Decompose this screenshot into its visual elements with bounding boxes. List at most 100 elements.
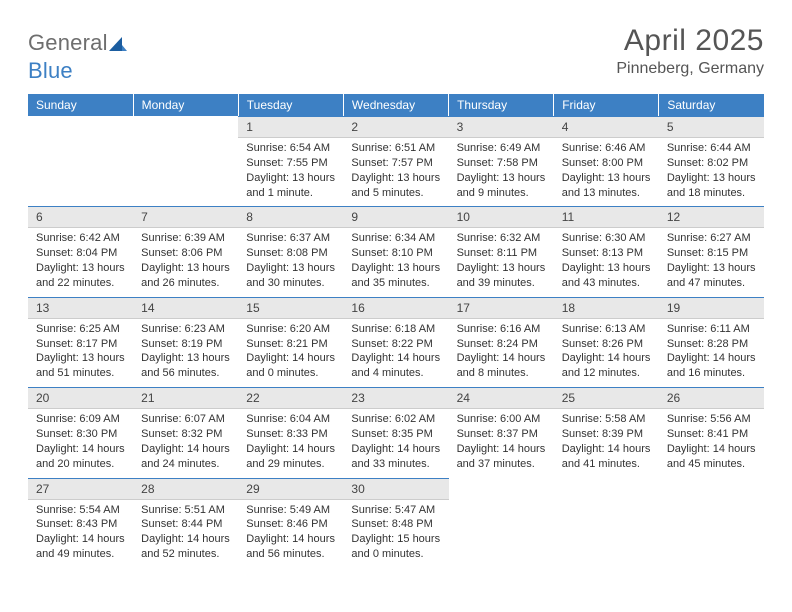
day-number: 2	[343, 116, 448, 138]
day-number: 14	[133, 297, 238, 319]
day-number: 11	[554, 206, 659, 228]
month-title: April 2025	[616, 24, 764, 58]
sunset-line: Sunset: 8:30 PM	[36, 427, 125, 442]
day-details: Sunrise: 6:18 AMSunset: 8:22 PMDaylight:…	[343, 319, 448, 387]
day-details: Sunrise: 6:32 AMSunset: 8:11 PMDaylight:…	[449, 228, 554, 296]
sunrise-line: Sunrise: 5:56 AM	[667, 412, 756, 427]
sunrise-line: Sunrise: 6:04 AM	[246, 412, 335, 427]
logo-word-blue: Blue	[28, 58, 73, 83]
sunrise-line: Sunrise: 6:39 AM	[141, 231, 230, 246]
weekday-header: Tuesday	[238, 94, 343, 116]
calendar-day-cell: 12 Sunrise: 6:27 AMSunset: 8:15 PMDayligh…	[659, 206, 764, 296]
daylight-line: Daylight: 13 hours and 47 minutes.	[667, 261, 756, 291]
sunset-line: Sunset: 8:32 PM	[141, 427, 230, 442]
day-number: 29	[238, 478, 343, 500]
weekday-header: Saturday	[659, 94, 764, 116]
sunset-line: Sunset: 8:10 PM	[351, 246, 440, 261]
day-details: Sunrise: 5:47 AMSunset: 8:48 PMDaylight:…	[343, 500, 448, 568]
daylight-line: Daylight: 13 hours and 51 minutes.	[36, 351, 125, 381]
sunset-line: Sunset: 7:57 PM	[351, 156, 440, 171]
day-details: Sunrise: 5:51 AMSunset: 8:44 PMDaylight:…	[133, 500, 238, 568]
sunset-line: Sunset: 8:13 PM	[562, 246, 651, 261]
sunrise-line: Sunrise: 6:27 AM	[667, 231, 756, 246]
sunset-line: Sunset: 8:17 PM	[36, 337, 125, 352]
calendar-week-row: 27Sunrise: 5:54 AMSunset: 8:43 PMDayligh…	[28, 478, 764, 568]
daylight-line: Daylight: 14 hours and 24 minutes.	[141, 442, 230, 472]
day-details: Sunrise: 6:51 AMSunset: 7:57 PMDaylight:…	[343, 138, 448, 206]
daylight-line: Daylight: 14 hours and 37 minutes.	[457, 442, 546, 472]
calendar-day-cell: 3Sunrise: 6:49 AMSunset: 7:58 PMDaylight…	[449, 116, 554, 206]
sunset-line: Sunset: 8:39 PM	[562, 427, 651, 442]
day-number: 30	[343, 478, 448, 500]
daylight-line: Daylight: 15 hours and 0 minutes.	[351, 532, 440, 562]
daylight-line: Daylight: 13 hours and 9 minutes.	[457, 171, 546, 201]
day-number: 25	[554, 387, 659, 409]
daylight-line: Daylight: 14 hours and 49 minutes.	[36, 532, 125, 562]
logo-text: General Blue	[28, 30, 127, 84]
calendar-day-cell: 21Sunrise: 6:07 AMSunset: 8:32 PMDayligh…	[133, 387, 238, 477]
calendar-day-cell: 10Sunrise: 6:32 AMSunset: 8:11 PMDayligh…	[449, 206, 554, 296]
day-number: 12	[659, 206, 764, 228]
day-details: Sunrise: 5:58 AMSunset: 8:39 PMDaylight:…	[554, 409, 659, 477]
sunset-line: Sunset: 8:19 PM	[141, 337, 230, 352]
day-number: 4	[554, 116, 659, 138]
daylight-line: Daylight: 14 hours and 52 minutes.	[141, 532, 230, 562]
day-details: Sunrise: 6:46 AMSunset: 8:00 PMDaylight:…	[554, 138, 659, 206]
daylight-line: Daylight: 14 hours and 45 minutes.	[667, 442, 756, 472]
day-details: Sunrise: 6:34 AMSunset: 8:10 PMDaylight:…	[343, 228, 448, 296]
sunrise-line: Sunrise: 6:34 AM	[351, 231, 440, 246]
daylight-line: Daylight: 14 hours and 12 minutes.	[562, 351, 651, 381]
sunset-line: Sunset: 8:08 PM	[246, 246, 335, 261]
calendar-empty-cell	[28, 116, 133, 206]
day-number: 15	[238, 297, 343, 319]
calendar-day-cell: 15Sunrise: 6:20 AMSunset: 8:21 PMDayligh…	[238, 297, 343, 387]
day-number: 18	[554, 297, 659, 319]
day-details: Sunrise: 6:42 AMSunset: 8:04 PMDaylight:…	[28, 228, 133, 296]
calendar-day-cell: 7Sunrise: 6:39 AMSunset: 8:06 PMDaylight…	[133, 206, 238, 296]
sunset-line: Sunset: 8:26 PM	[562, 337, 651, 352]
calendar-day-cell: 1Sunrise: 6:54 AMSunset: 7:55 PMDaylight…	[238, 116, 343, 206]
daylight-line: Daylight: 13 hours and 5 minutes.	[351, 171, 440, 201]
calendar-table: SundayMondayTuesdayWednesdayThursdayFrid…	[28, 94, 764, 568]
sunset-line: Sunset: 8:15 PM	[667, 246, 756, 261]
location: Pinneberg, Germany	[616, 60, 764, 78]
daylight-line: Daylight: 14 hours and 41 minutes.	[562, 442, 651, 472]
day-number: 24	[449, 387, 554, 409]
calendar-day-cell: 9Sunrise: 6:34 AMSunset: 8:10 PMDaylight…	[343, 206, 448, 296]
day-number: 27	[28, 478, 133, 500]
day-details: Sunrise: 6:16 AMSunset: 8:24 PMDaylight:…	[449, 319, 554, 387]
day-number: 19	[659, 297, 764, 319]
daylight-line: Daylight: 14 hours and 29 minutes.	[246, 442, 335, 472]
sunrise-line: Sunrise: 6:25 AM	[36, 322, 125, 337]
day-number: 9	[343, 206, 448, 228]
calendar-day-cell: 11Sunrise: 6:30 AMSunset: 8:13 PMDayligh…	[554, 206, 659, 296]
calendar-day-cell: 5Sunrise: 6:44 AMSunset: 8:02 PMDaylight…	[659, 116, 764, 206]
calendar-day-cell: 18Sunrise: 6:13 AMSunset: 8:26 PMDayligh…	[554, 297, 659, 387]
calendar-day-cell: 30Sunrise: 5:47 AMSunset: 8:48 PMDayligh…	[343, 478, 448, 568]
sunrise-line: Sunrise: 6:18 AM	[351, 322, 440, 337]
sunrise-line: Sunrise: 6:16 AM	[457, 322, 546, 337]
sunrise-line: Sunrise: 6:42 AM	[36, 231, 125, 246]
day-number: 28	[133, 478, 238, 500]
daylight-line: Daylight: 14 hours and 16 minutes.	[667, 351, 756, 381]
sunrise-line: Sunrise: 6:30 AM	[562, 231, 651, 246]
sunrise-line: Sunrise: 6:44 AM	[667, 141, 756, 156]
daylight-line: Daylight: 13 hours and 26 minutes.	[141, 261, 230, 291]
day-details: Sunrise: 6:00 AMSunset: 8:37 PMDaylight:…	[449, 409, 554, 477]
calendar-day-cell: 16Sunrise: 6:18 AMSunset: 8:22 PMDayligh…	[343, 297, 448, 387]
sunrise-line: Sunrise: 6:46 AM	[562, 141, 651, 156]
calendar-empty-cell	[449, 478, 554, 568]
day-details: Sunrise: 5:54 AMSunset: 8:43 PMDaylight:…	[28, 500, 133, 568]
logo-word-general: General	[28, 30, 108, 55]
calendar-day-cell: 8Sunrise: 6:37 AMSunset: 8:08 PMDaylight…	[238, 206, 343, 296]
sunrise-line: Sunrise: 6:11 AM	[667, 322, 756, 337]
calendar-day-cell: 27Sunrise: 5:54 AMSunset: 8:43 PMDayligh…	[28, 478, 133, 568]
day-details: Sunrise: 6:44 AMSunset: 8:02 PMDaylight:…	[659, 138, 764, 206]
sail-icon	[109, 32, 127, 58]
daylight-line: Daylight: 13 hours and 39 minutes.	[457, 261, 546, 291]
calendar-header-row: SundayMondayTuesdayWednesdayThursdayFrid…	[28, 94, 764, 116]
day-number: 8	[238, 206, 343, 228]
sunrise-line: Sunrise: 6:20 AM	[246, 322, 335, 337]
weekday-header: Sunday	[28, 94, 133, 116]
calendar-day-cell: 19Sunrise: 6:11 AMSunset: 8:28 PMDayligh…	[659, 297, 764, 387]
